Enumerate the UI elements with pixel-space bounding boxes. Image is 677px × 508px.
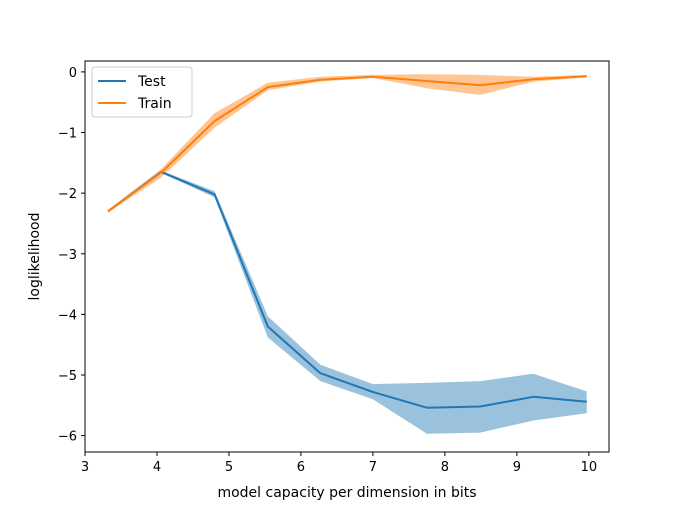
series-lines <box>107 75 587 409</box>
band-test <box>108 170 587 434</box>
legend-box <box>91 66 193 118</box>
y-tick-label: −6 <box>58 430 77 445</box>
y-axis-label: loglikelihood <box>27 212 43 300</box>
y-axis-ticks: 0 −1 −2 −3 −4 −5 −6 <box>58 66 85 445</box>
x-tick-label: 6 <box>297 460 305 475</box>
x-tick-label: 3 <box>81 460 89 475</box>
x-tick-label: 4 <box>153 460 161 475</box>
y-tick-label: −4 <box>58 308 77 323</box>
y-tick-label: 0 <box>69 66 77 81</box>
x-tick-label: 9 <box>513 460 521 475</box>
x-tick-label: 5 <box>225 460 233 475</box>
y-tick-label: −3 <box>58 248 77 263</box>
y-tick-label: −1 <box>58 127 77 142</box>
legend-label-test: Test <box>137 74 166 90</box>
x-tick-label: 8 <box>441 460 449 475</box>
line-train <box>107 75 587 213</box>
y-tick-label: −5 <box>58 369 77 384</box>
y-tick-label: −2 <box>58 187 77 202</box>
x-axis-ticks: 3 4 5 6 7 8 9 10 <box>81 452 597 475</box>
legend-label-train: Train <box>137 96 172 112</box>
x-axis-label: model capacity per dimension in bits <box>217 485 476 501</box>
x-tick-label: 7 <box>369 460 377 475</box>
plot-frame <box>84 60 610 453</box>
confidence-bands <box>108 74 587 434</box>
x-tick-label: 10 <box>581 460 598 475</box>
band-train <box>108 74 587 213</box>
legend: Test Train <box>91 66 193 118</box>
line-test <box>107 170 587 409</box>
